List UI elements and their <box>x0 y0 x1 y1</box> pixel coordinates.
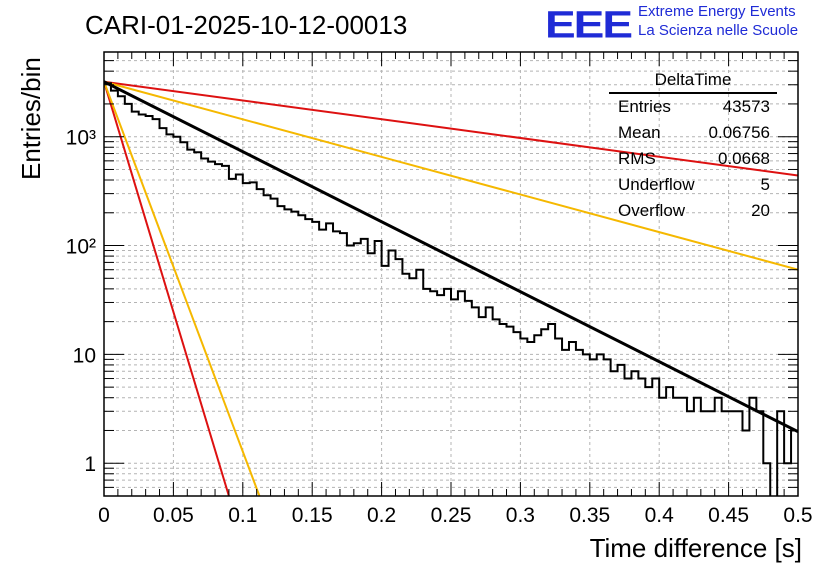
logo-line-2: La Scienza nelle Scuole <box>638 22 799 39</box>
x-tick-label: 0.05 <box>153 504 194 527</box>
reference-line-red-slow <box>104 80 798 177</box>
reference-line-yellow-fast <box>104 81 261 496</box>
stats-value: 5 <box>760 175 770 194</box>
stats-label: Entries <box>618 97 671 116</box>
stats-row: Overflow 20 <box>609 198 777 224</box>
stats-value: 0.0668 <box>718 149 770 168</box>
stats-row: Underflow 5 <box>609 172 777 198</box>
y-tick-label: 1 <box>84 453 96 476</box>
stats-row: RMS 0.0668 <box>609 146 777 172</box>
stats-row: Mean 0.06756 <box>609 120 777 146</box>
y-tick-label: 10² <box>66 236 96 259</box>
logo-line-1: Extreme Energy Events <box>638 3 796 20</box>
x-tick-label: 0.25 <box>431 504 472 527</box>
y-tick-label: 10³ <box>66 127 96 150</box>
x-tick-label: 0.2 <box>367 504 396 527</box>
histogram-series <box>104 82 798 496</box>
stats-value: 43573 <box>722 97 770 116</box>
x-tick-label: 0.35 <box>569 504 610 527</box>
x-tick-label: 0.3 <box>506 504 535 527</box>
stats-label: Mean <box>618 123 661 142</box>
reference-line-yellow-slow <box>104 80 798 271</box>
fit-curve <box>104 80 798 434</box>
x-tick-label: 0.45 <box>708 504 749 527</box>
reference-curves <box>104 80 798 496</box>
stats-value: 20 <box>751 201 770 220</box>
stats-value: 0.06756 <box>708 123 770 142</box>
y-tick-label: 10 <box>73 344 96 367</box>
run-title: CARI-01-2025-10-12-00013 <box>85 10 408 40</box>
axis-ticks <box>103 52 799 496</box>
x-tick-label: 0.1 <box>228 504 257 527</box>
stats-box: DeltaTime Entries 43573 Mean 0.06756 RMS… <box>609 70 777 224</box>
eee-logo-caption: Extreme Energy Events La Scienza nelle S… <box>638 2 798 40</box>
stats-label: Overflow <box>618 201 686 220</box>
y-axis-title-wrap: Entries/bin <box>8 0 46 330</box>
x-tick-label: 0 <box>98 504 110 527</box>
y-tick-labels: 1 10 10² 10³ <box>66 127 96 477</box>
x-tick-labels: 0 0.05 0.1 0.15 0.2 0.25 0.3 0.35 0.4 0.45 0.5 <box>98 504 812 527</box>
stats-label: RMS <box>618 149 656 168</box>
stats-row: Entries 43573 <box>609 94 777 120</box>
x-tick-label: 0.4 <box>645 504 675 527</box>
x-tick-label: 0.15 <box>292 504 333 527</box>
stats-label: Underflow <box>618 175 695 194</box>
stats-title: DeltaTime <box>609 70 777 94</box>
reference-line-red-fast <box>104 81 230 496</box>
eee-logo: EEE <box>545 2 633 46</box>
x-tick-label: 0.5 <box>783 504 812 527</box>
fit-line <box>104 80 798 434</box>
x-axis-title: Time difference [s] <box>589 533 802 563</box>
y-axis-title: Entries/bin <box>16 57 46 180</box>
